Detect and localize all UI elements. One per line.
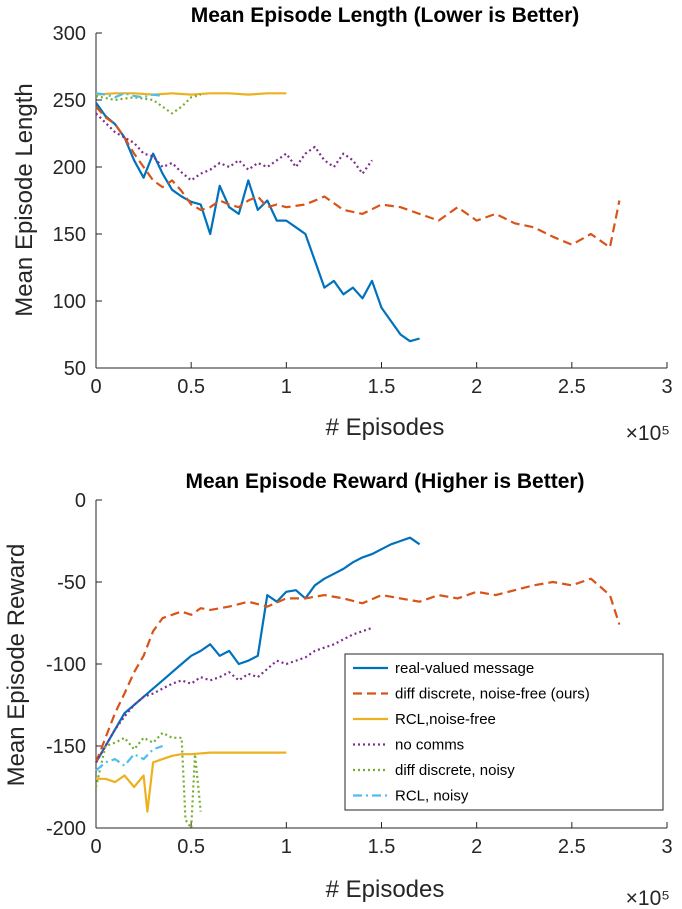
episode-length-chart: Mean Episode Length (Lower is Better) Me… bbox=[11, 4, 673, 445]
x-tick-label: 0.5 bbox=[177, 376, 205, 398]
x-axis-label: # Episodes bbox=[326, 876, 445, 903]
series-line-diff-discrete-noise-free-ours- bbox=[94, 577, 621, 763]
series-line-diff-discrete-noisy bbox=[94, 731, 202, 830]
legend-label: RCL,noise-free bbox=[395, 711, 496, 728]
x-tick-label: 3 bbox=[661, 376, 672, 398]
legend-label: diff discrete, noise-free (ours) bbox=[395, 686, 590, 703]
x-tick-label: 2.5 bbox=[558, 836, 586, 858]
series-line-rcl-noise-free bbox=[96, 751, 287, 813]
x-tick-label: 0 bbox=[90, 836, 101, 858]
y-tick-label: -100 bbox=[46, 654, 86, 676]
x-tick-label: 2 bbox=[471, 836, 482, 858]
chart-title: Mean Episode Length (Lower is Better) bbox=[191, 4, 580, 27]
chart-title: Mean Episode Reward (Higher is Better) bbox=[185, 470, 584, 493]
x-tick-label: 0 bbox=[90, 376, 101, 398]
y-tick-label: 300 bbox=[53, 23, 86, 45]
series-line-diff-discrete-noise-free-ours- bbox=[95, 105, 621, 249]
series-line-real-valued-message bbox=[95, 102, 420, 343]
legend-label: RCL, noisy bbox=[395, 788, 469, 805]
y-tick-label: 0 bbox=[75, 490, 86, 512]
series-line-rcl-noisy bbox=[95, 92, 163, 99]
series-line-rcl-noisy bbox=[95, 744, 163, 772]
y-tick-label: 200 bbox=[53, 157, 86, 179]
legend-label: diff discrete, noisy bbox=[395, 762, 515, 779]
y-tick-label: -50 bbox=[57, 572, 86, 594]
legend: real-valued message diff discrete, noise-… bbox=[344, 653, 664, 811]
plot-area: 0 0.5 1 1.5 2 2.5 3 50 100 150 200 250 300 bbox=[53, 23, 673, 398]
x-axis-exponent: ×10⁵ bbox=[626, 422, 670, 445]
legend-box bbox=[344, 653, 664, 811]
y-tick-label: 50 bbox=[64, 358, 86, 380]
series-line-no-comms bbox=[95, 112, 373, 182]
x-axis-exponent: ×10⁵ bbox=[626, 887, 670, 909]
x-tick-label: 2 bbox=[471, 376, 482, 398]
y-axis-label: Mean Episode Reward bbox=[3, 544, 30, 787]
legend-label: real-valued message bbox=[395, 660, 534, 677]
series-line-real-valued-message bbox=[95, 536, 421, 763]
x-tick-label: 1.5 bbox=[368, 376, 396, 398]
legend-label: no comms bbox=[395, 737, 464, 754]
y-axis-label: Mean Episode Length bbox=[11, 83, 38, 317]
x-tick-label: 0.5 bbox=[177, 836, 205, 858]
x-tick-label: 1 bbox=[281, 836, 292, 858]
series-line-no-comms bbox=[95, 626, 373, 763]
y-tick-label: -200 bbox=[46, 818, 86, 840]
y-tick-label: -150 bbox=[46, 736, 86, 758]
x-tick-label: 1 bbox=[281, 376, 292, 398]
x-tick-label: 2.5 bbox=[558, 376, 586, 398]
x-tick-label: 3 bbox=[661, 836, 672, 858]
y-tick-label: 250 bbox=[53, 90, 86, 112]
episode-reward-chart: Mean Episode Reward (Higher is Better) M… bbox=[3, 470, 673, 909]
x-tick-label: 1.5 bbox=[368, 836, 396, 858]
plot-area: 0 0.5 1 1.5 2 2.5 3 -200 -150 -100 -50 0 bbox=[46, 490, 673, 858]
y-tick-label: 100 bbox=[53, 291, 86, 313]
x-axis-label: # Episodes bbox=[326, 414, 445, 441]
series-line-rcl-noise-free bbox=[95, 92, 287, 96]
series-line-diff-discrete-noisy bbox=[95, 93, 202, 115]
y-tick-label: 150 bbox=[53, 224, 86, 246]
